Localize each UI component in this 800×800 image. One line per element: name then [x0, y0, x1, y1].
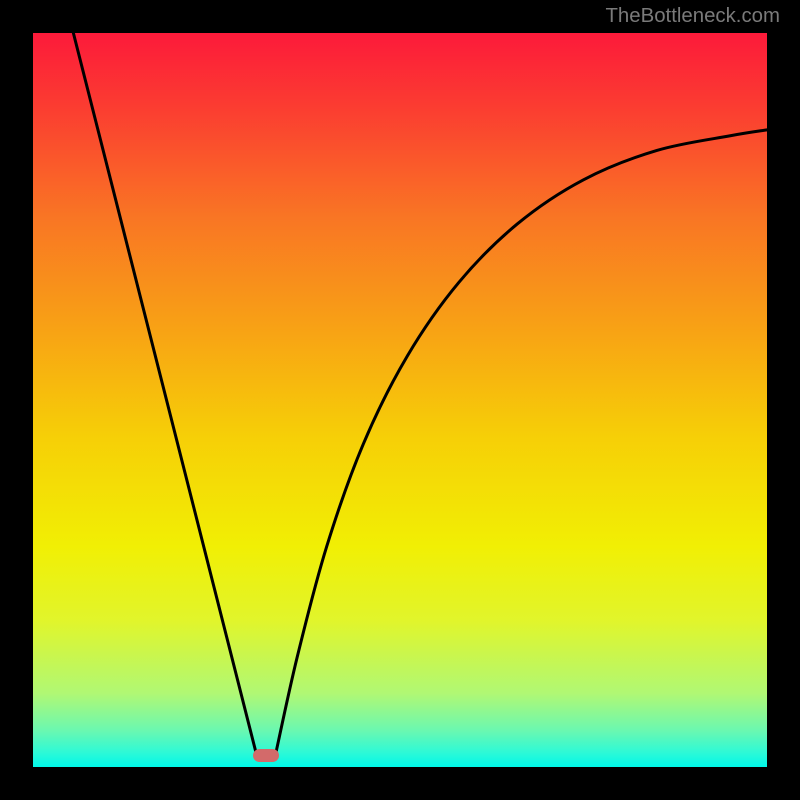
plot-area: [33, 33, 767, 767]
watermark-text: TheBottleneck.com: [605, 5, 780, 28]
curve-left-branch: [73, 33, 257, 756]
minimum-marker: [253, 749, 279, 762]
curve-right-branch: [275, 130, 767, 756]
curve-svg: [33, 33, 767, 767]
